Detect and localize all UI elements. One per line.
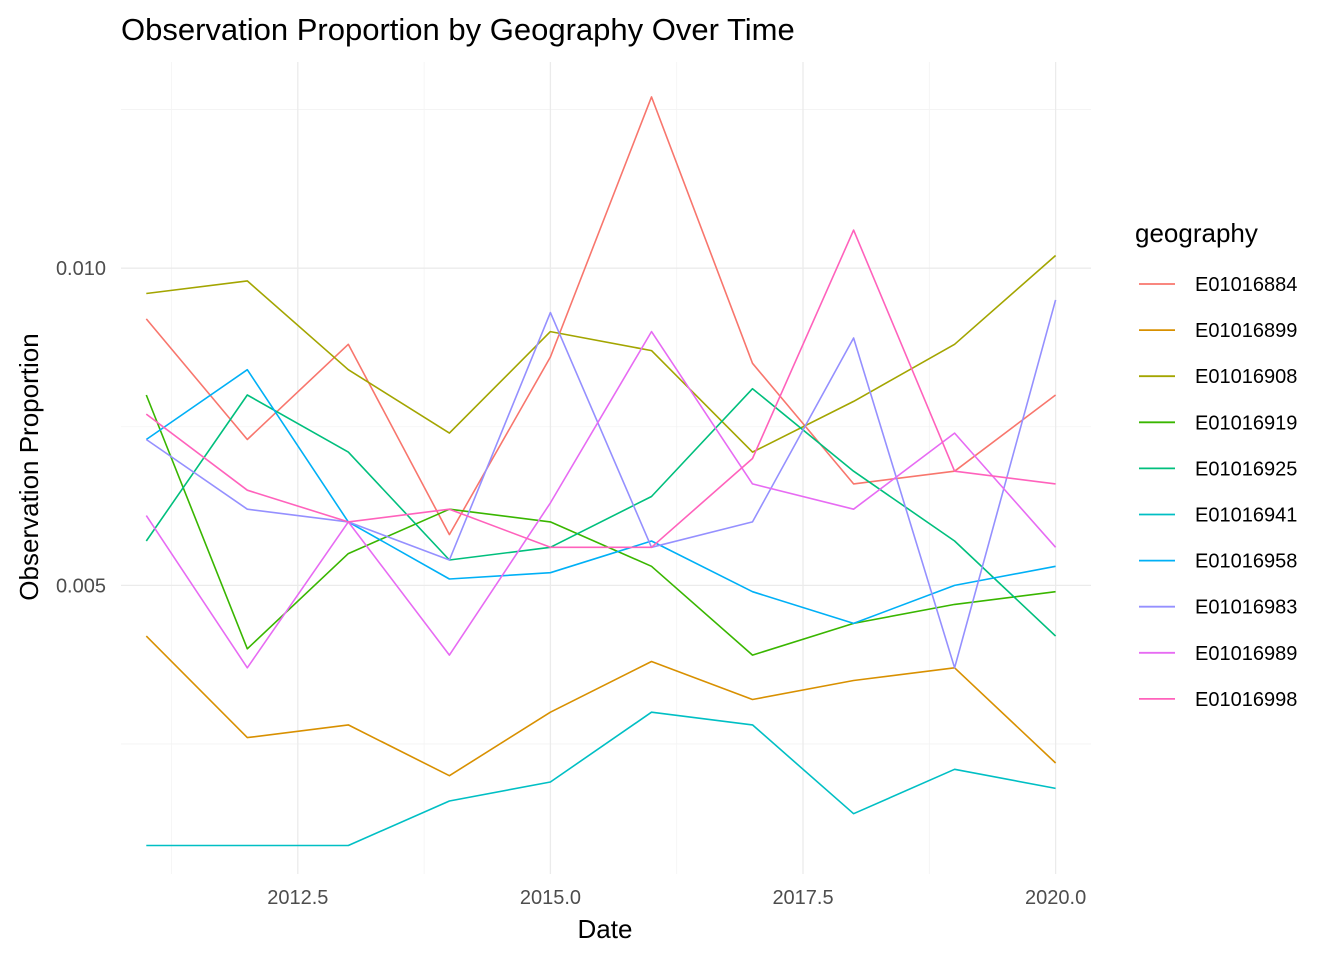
series-line-E01016941 (146, 711, 1056, 847)
grid-layer (121, 62, 1091, 874)
y-axis-ticks: 0.005 0.010 (56, 258, 106, 597)
legend-label-E01016925: E01016925 (1195, 458, 1297, 480)
legend: E01016884 E01016899 E01016908 E01016919 E010… (1139, 274, 1297, 711)
legend-label-E01016983: E01016983 (1195, 597, 1297, 619)
series-line-E01016899 (145, 635, 1057, 777)
series-line-E01016925 (145, 387, 1057, 637)
series-line-E01016989 (145, 330, 1057, 669)
series-line-E01016983 (145, 299, 1057, 669)
legend-label-E01016908: E01016908 (1195, 366, 1297, 388)
legend-label-E01016899: E01016899 (1195, 320, 1297, 342)
legend-label-E01016958: E01016958 (1195, 551, 1297, 573)
x-axis-title: Date (578, 914, 633, 944)
series-layer (145, 96, 1057, 847)
legend-label-E01016941: E01016941 (1195, 505, 1297, 527)
legend-label-E01016919: E01016919 (1195, 412, 1297, 434)
chart-title: Observation Proportion by Geography Over… (121, 12, 795, 47)
series-line-E01016884 (145, 96, 1057, 536)
x-tick-label: 2017.5 (772, 887, 833, 909)
y-axis-title: Observation Proportion (14, 333, 44, 600)
y-tick-label: 0.005 (56, 575, 106, 597)
x-tick-label: 2015.0 (520, 887, 581, 909)
x-axis-ticks: 2012.5 2015.0 2017.5 2020.0 (267, 887, 1086, 909)
series-line-E01016998 (145, 229, 1056, 549)
y-tick-label: 0.010 (56, 258, 106, 280)
series-line-E01016919 (145, 394, 1056, 656)
x-tick-label: 2020.0 (1025, 887, 1086, 909)
series-line-E01016958 (145, 368, 1056, 625)
x-tick-label: 2012.5 (267, 887, 328, 909)
legend-title: geography (1135, 218, 1258, 248)
series-line-E01016908 (146, 254, 1057, 453)
legend-label-E01016884: E01016884 (1195, 274, 1297, 296)
legend-label-E01016998: E01016998 (1195, 689, 1297, 711)
legend-label-E01016989: E01016989 (1195, 643, 1297, 665)
